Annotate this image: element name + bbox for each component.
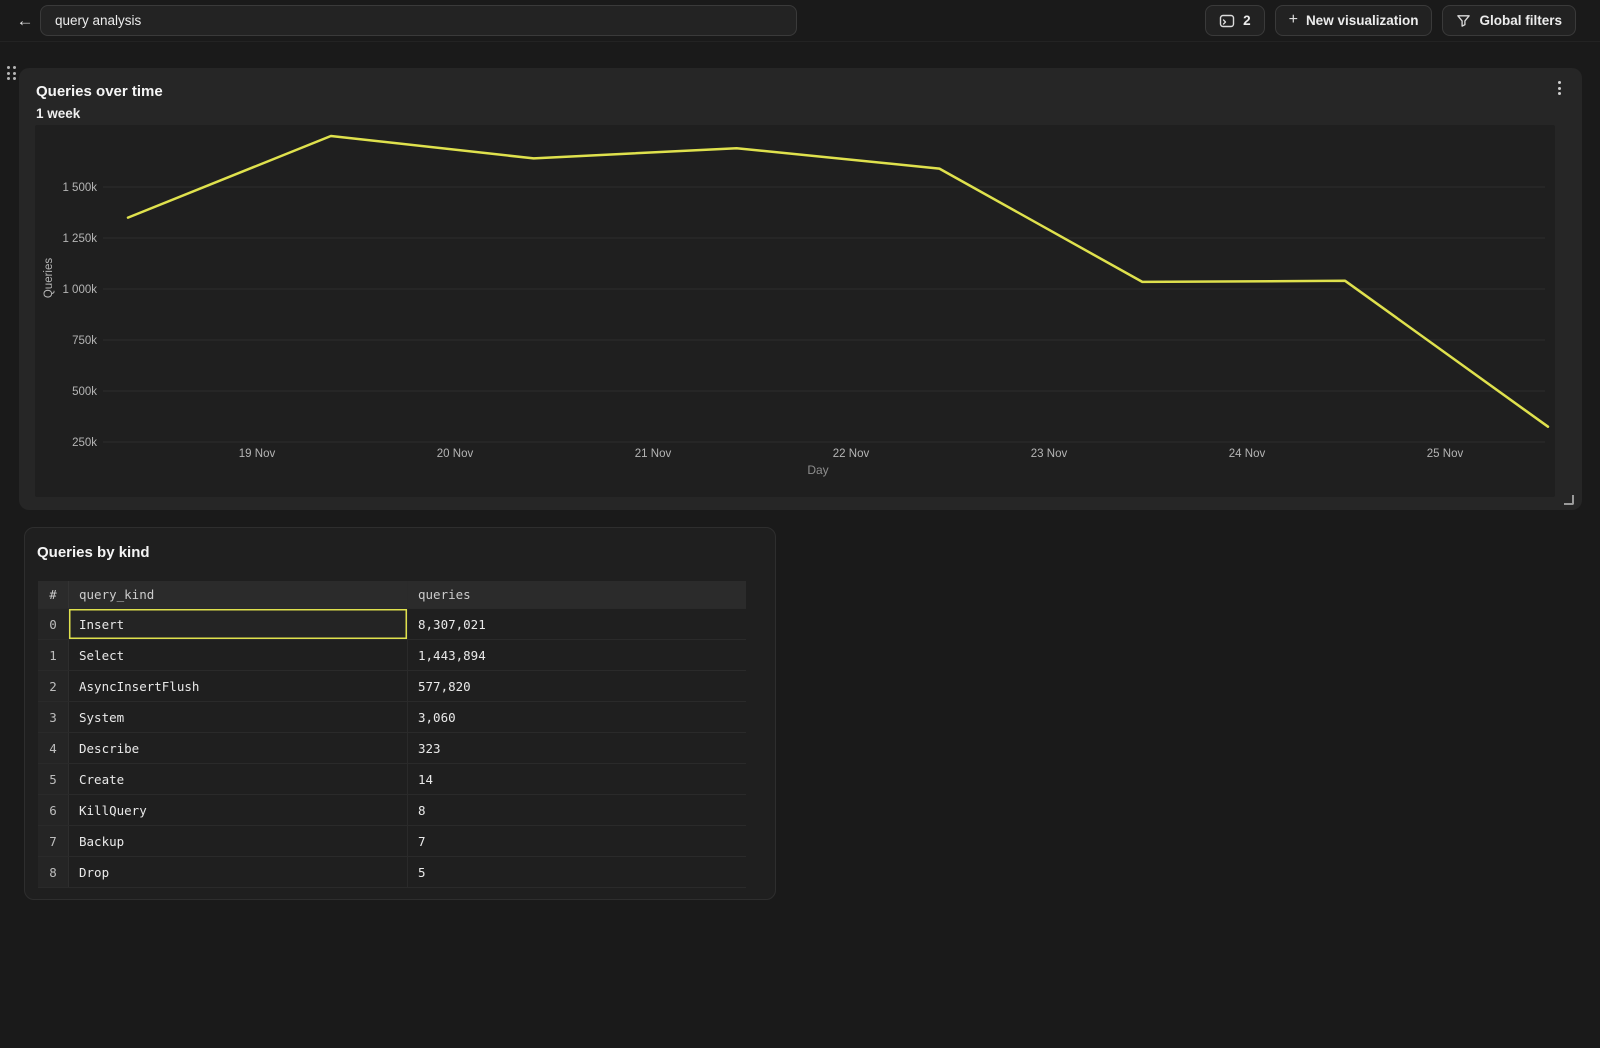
pages-count-button[interactable]: 2 xyxy=(1205,5,1265,36)
table-body: 0 Insert 8,307,021 1 Select 1,443,894 2 AsyncIn… xyxy=(38,609,746,888)
svg-text:500k: 500k xyxy=(72,386,97,398)
queries-by-kind-panel: Queries by kind # query_kind queries 0 In… xyxy=(24,527,776,900)
svg-text:20 Nov: 20 Nov xyxy=(437,448,474,460)
svg-text:1 250k: 1 250k xyxy=(62,233,97,245)
global-filters-button[interactable]: Global filters xyxy=(1442,5,1576,36)
table-row[interactable]: 6 KillQuery 8 xyxy=(38,795,746,826)
queries-over-time-chart[interactable]: 1 500k 1 250k 1 000k 750k 500k 250k 19 Nov 20 N… xyxy=(35,125,1555,497)
svg-text:22 Nov: 22 Nov xyxy=(833,448,870,460)
queries-value-cell[interactable]: 14 xyxy=(418,771,434,787)
query-kind-column-header: query_kind xyxy=(69,581,408,608)
top-bar: ← 2 + New visualization xyxy=(0,0,1600,42)
drag-handle-icon[interactable] xyxy=(7,66,16,80)
table-row[interactable]: 1 Select 1,443,894 xyxy=(38,640,746,671)
new-visualization-label: New visualization xyxy=(1305,13,1419,28)
query-kind-cell[interactable]: Insert xyxy=(69,609,408,639)
global-filters-label: Global filters xyxy=(1479,13,1562,28)
queries-value-cell[interactable]: 1,443,894 xyxy=(418,647,486,663)
queries-over-time-panel: Queries over time 1 week 1 500k 1 250k 1 0… xyxy=(19,68,1582,510)
queries-column-header: queries xyxy=(418,587,471,602)
table-row[interactable]: 3 System 3,060 xyxy=(38,702,746,733)
new-visualization-button[interactable]: + New visualization xyxy=(1274,5,1433,36)
svg-text:750k: 750k xyxy=(72,335,97,347)
svg-text:23 Nov: 23 Nov xyxy=(1031,448,1068,460)
table-row[interactable]: 5 Create 14 xyxy=(38,764,746,795)
queries-value-cell[interactable]: 8 xyxy=(418,802,426,818)
svg-text:1 500k: 1 500k xyxy=(62,182,97,194)
table-row[interactable]: 4 Describe 323 xyxy=(38,733,746,764)
plus-icon: + xyxy=(1288,11,1298,28)
queries-value-cell[interactable]: 3,060 xyxy=(418,709,456,725)
table-row[interactable]: 0 Insert 8,307,021 xyxy=(38,609,746,640)
query-kind-cell[interactable]: Select xyxy=(69,640,408,670)
panel-resize-handle[interactable] xyxy=(1564,495,1574,505)
svg-text:Queries: Queries xyxy=(43,258,55,299)
dashboard-title-input[interactable] xyxy=(40,5,797,36)
svg-text:24 Nov: 24 Nov xyxy=(1229,448,1266,460)
queries-by-kind-table: # query_kind queries 0 Insert 8,307,021 1 Se… xyxy=(38,581,746,888)
queries-value-cell[interactable]: 7 xyxy=(418,833,426,849)
chart-panel-subtitle: 1 week xyxy=(36,106,81,121)
queries-value-cell[interactable]: 323 xyxy=(418,740,441,756)
query-kind-cell[interactable]: Create xyxy=(69,764,408,794)
svg-text:Day: Day xyxy=(807,463,828,477)
row-index-cell: 3 xyxy=(38,702,69,732)
table-header-row: # query_kind queries xyxy=(38,581,746,609)
svg-text:1 000k: 1 000k xyxy=(62,284,97,296)
index-column-header: # xyxy=(38,581,69,608)
query-kind-cell[interactable]: Backup xyxy=(69,826,408,856)
row-index-cell: 8 xyxy=(38,857,69,887)
table-row[interactable]: 2 AsyncInsertFlush 577,820 xyxy=(38,671,746,702)
row-index-cell: 2 xyxy=(38,671,69,701)
funnel-icon xyxy=(1456,13,1471,28)
row-index-cell: 0 xyxy=(38,609,69,639)
query-kind-cell[interactable]: Drop xyxy=(69,857,408,887)
chart-panel-title: Queries over time xyxy=(36,83,163,100)
query-kind-cell[interactable]: AsyncInsertFlush xyxy=(69,671,408,701)
table-row[interactable]: 7 Backup 7 xyxy=(38,826,746,857)
row-index-cell: 7 xyxy=(38,826,69,856)
row-index-cell: 1 xyxy=(38,640,69,670)
query-kind-cell[interactable]: Describe xyxy=(69,733,408,763)
row-index-cell: 5 xyxy=(38,764,69,794)
topbar-actions: 2 + New visualization Global filters xyxy=(1205,5,1576,36)
svg-text:19 Nov: 19 Nov xyxy=(239,448,276,460)
line-chart-svg: 1 500k 1 250k 1 000k 750k 500k 250k 19 Nov 20 N… xyxy=(43,134,1550,477)
table-panel-title: Queries by kind xyxy=(37,544,150,561)
row-index-cell: 4 xyxy=(38,733,69,763)
svg-text:25 Nov: 25 Nov xyxy=(1427,448,1464,460)
row-index-cell: 6 xyxy=(38,795,69,825)
query-kind-cell[interactable]: KillQuery xyxy=(69,795,408,825)
kebab-menu-icon[interactable] xyxy=(1552,78,1566,98)
queries-value-cell[interactable]: 5 xyxy=(418,864,426,880)
queries-value-cell[interactable]: 577,820 xyxy=(418,678,471,694)
terminal-pages-icon xyxy=(1219,13,1235,29)
svg-text:21 Nov: 21 Nov xyxy=(635,448,672,460)
back-arrow-icon[interactable]: ← xyxy=(16,10,34,30)
query-kind-cell[interactable]: System xyxy=(69,702,408,732)
queries-value-cell[interactable]: 8,307,021 xyxy=(418,616,486,632)
pages-count-label: 2 xyxy=(1243,13,1251,28)
table-row[interactable]: 8 Drop 5 xyxy=(38,857,746,888)
svg-text:250k: 250k xyxy=(72,437,97,449)
